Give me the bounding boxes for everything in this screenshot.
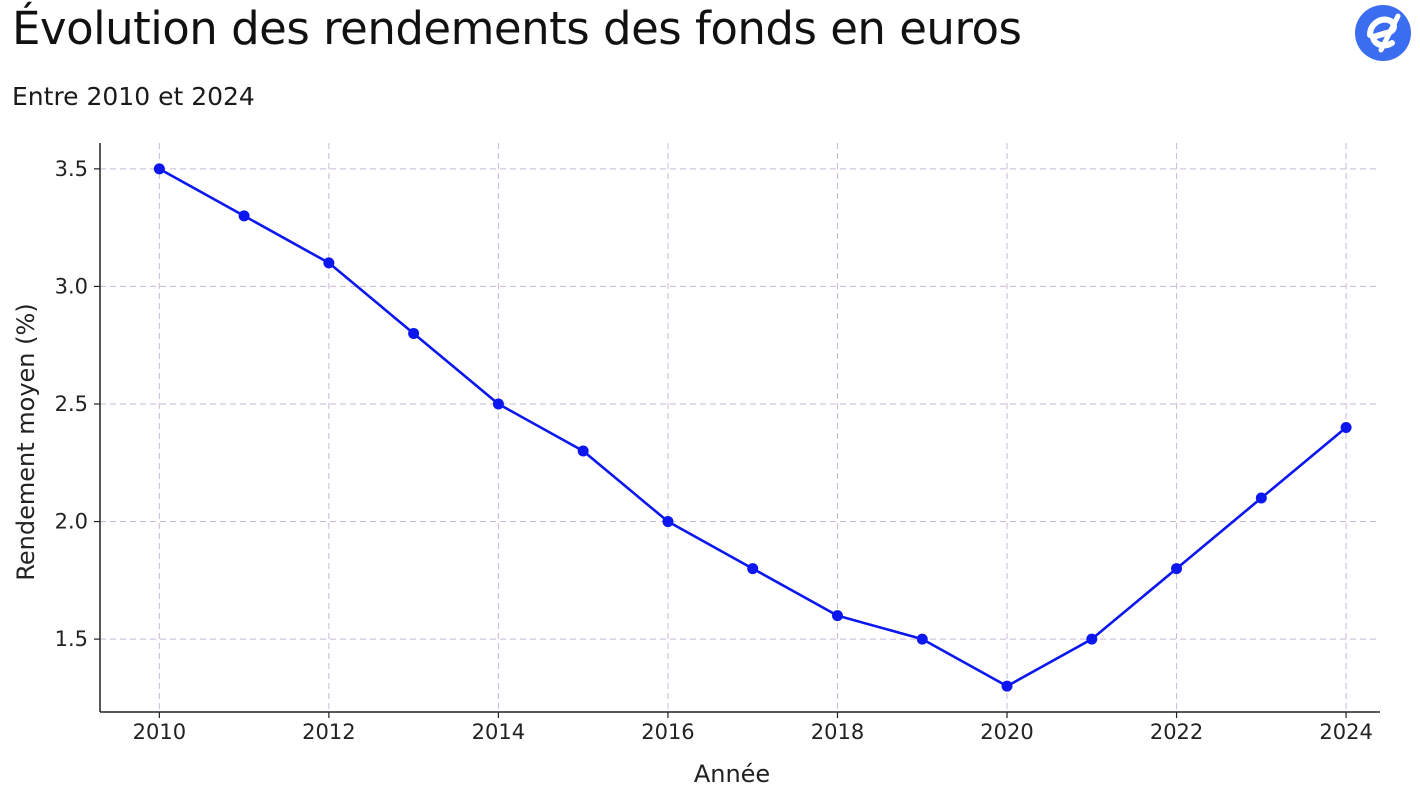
data-point (662, 516, 674, 528)
x-tick-label: 2010 (133, 720, 186, 744)
x-axis-label: Année (694, 760, 770, 788)
x-tick-label: 2016 (641, 720, 694, 744)
data-point (238, 210, 250, 222)
data-point (831, 610, 843, 622)
x-tick-label: 2018 (811, 720, 864, 744)
axes (94, 143, 1380, 718)
x-tick-label: 2022 (1150, 720, 1203, 744)
data-point (747, 563, 759, 575)
data-point (1340, 422, 1352, 433)
chart-title: Évolution des rendements des fonds en eu… (12, 2, 1022, 55)
data-point (1171, 563, 1183, 575)
data-point (492, 398, 504, 410)
data-point (1255, 492, 1267, 504)
y-axis-label: Rendement moyen (%) (12, 303, 40, 580)
chart-subtitle: Entre 2010 et 2024 (12, 82, 255, 111)
y-tick-labels: 1.5 2.0 2.5 3.0 3.5 (55, 157, 88, 651)
data-point (1001, 680, 1013, 692)
y-tick-label: 2.0 (55, 510, 88, 534)
y-tick-label: 2.5 (55, 392, 88, 416)
x-tick-label: 2014 (472, 720, 525, 744)
data-point (577, 445, 589, 457)
y-tick-label: 3.0 (55, 274, 88, 298)
data-point (153, 163, 165, 175)
y-tick-label: 1.5 (55, 627, 88, 651)
x-tick-labels: 2010 2012 2014 2016 2018 2020 2022 2024 (133, 720, 1373, 744)
data-point (408, 327, 420, 339)
data-series (153, 163, 1352, 692)
data-point (916, 633, 928, 645)
y-tick-label: 3.5 (55, 157, 88, 181)
e-logo-icon (1355, 5, 1411, 61)
x-tick-label: 2024 (1319, 720, 1372, 744)
series-line (158, 167, 1347, 688)
data-point (1086, 633, 1098, 645)
grid-lines (100, 143, 1380, 712)
data-point (323, 257, 335, 269)
x-tick-label: 2012 (302, 720, 355, 744)
x-tick-label: 2020 (980, 720, 1033, 744)
